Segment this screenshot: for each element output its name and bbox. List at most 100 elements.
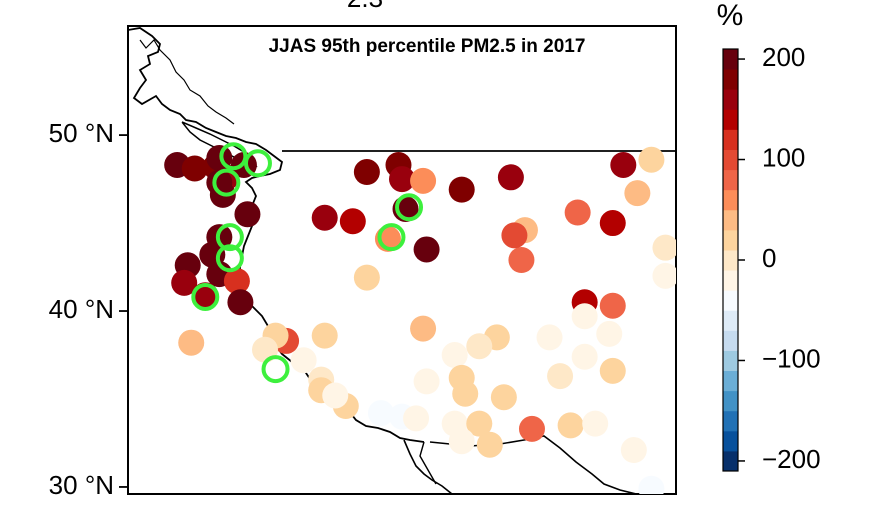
station-marker	[178, 329, 205, 356]
colorbar-ticks: 200 100 0 −100 −200	[738, 42, 821, 474]
station-marker	[311, 204, 338, 231]
colorbar: % 200 100 0 −100 −200	[717, 0, 821, 474]
station-marker	[501, 222, 528, 249]
station-marker	[206, 169, 233, 196]
station-marker	[452, 380, 479, 407]
colorbar-segment	[723, 270, 738, 291]
highlight-ring	[261, 355, 290, 384]
colorbar-segments	[723, 49, 738, 472]
station-marker	[353, 159, 380, 186]
highlight-ring	[212, 168, 241, 197]
station-marker	[638, 146, 665, 173]
station-marker	[620, 437, 647, 464]
colorbar-segment	[723, 49, 738, 70]
y-axis: 50 °N 40 °N 30 °N	[49, 118, 128, 500]
colorbar-segment	[723, 450, 738, 472]
colorbar-unit: %	[717, 0, 744, 32]
station-marker	[367, 400, 394, 427]
colorbar-segment	[723, 209, 738, 231]
highlight-rings	[191, 142, 424, 384]
colorbar-tick-label: −100	[762, 343, 821, 373]
highlight-ring	[243, 149, 272, 178]
y-tick-label: 40 °N	[49, 294, 114, 324]
colorbar-tick-label: −200	[762, 444, 821, 474]
colorbar-segment	[723, 310, 738, 331]
colorbar-segment	[723, 390, 738, 412]
station-marker	[624, 180, 651, 207]
station-marker	[564, 199, 591, 226]
station-marker	[476, 431, 503, 458]
station-marker	[547, 363, 574, 390]
highlight-ring	[191, 282, 220, 311]
station-marker	[410, 315, 437, 342]
station-marker	[322, 382, 349, 409]
station-marker	[599, 292, 626, 319]
station-marker	[557, 412, 584, 439]
colorbar-segment	[723, 189, 738, 211]
station-marker	[508, 247, 535, 273]
station-marker	[490, 384, 517, 411]
station-marker	[466, 333, 493, 360]
colorbar-tick-label: 200	[762, 42, 805, 72]
chart-title: JJAS 95th percentile PM2.5 in 2017	[269, 36, 586, 57]
map-geography	[128, 27, 676, 494]
highlight-ring	[215, 244, 244, 273]
top-cut-text: 2.3	[347, 0, 383, 13]
colorbar-segment	[723, 69, 738, 90]
station-marker	[227, 289, 254, 316]
y-tick-label: 30 °N	[49, 470, 114, 500]
station-marker	[497, 164, 524, 191]
station-marker	[599, 357, 626, 384]
station-marker	[652, 234, 676, 261]
colorbar-tick-label: 0	[762, 243, 776, 273]
colorbar-tick-label: 100	[762, 142, 805, 172]
station-marker	[652, 262, 676, 289]
station-marker	[403, 405, 430, 432]
highlight-ring	[219, 142, 248, 171]
baja-west	[419, 441, 437, 485]
colorbar-segment	[723, 169, 738, 191]
station-marker	[448, 176, 475, 203]
highlight-ring	[377, 223, 406, 252]
colorbar-segment	[723, 430, 738, 452]
map-panel: JJAS 95th percentile PM2.5 in 2017 50 °N…	[49, 25, 677, 500]
station-marker	[518, 415, 545, 442]
y-tick-label: 50 °N	[49, 118, 114, 148]
colorbar-segment	[723, 370, 738, 392]
colorbar-segment	[723, 89, 738, 110]
station-marker	[413, 368, 440, 395]
colorbar-segment	[723, 330, 738, 351]
colorbar-segment	[723, 410, 738, 432]
station-marker	[536, 324, 563, 351]
station-marker	[353, 264, 380, 291]
station-marker	[448, 428, 475, 455]
station-marker	[389, 166, 415, 193]
station-marker	[466, 410, 493, 437]
colorbar-segment	[723, 350, 738, 372]
station-marker	[171, 269, 198, 296]
station-marker	[571, 343, 598, 370]
station-marker	[596, 320, 623, 347]
station-marker	[571, 303, 598, 330]
station-marker	[234, 201, 261, 228]
station-marker	[223, 268, 250, 295]
colorbar-segment	[723, 229, 738, 251]
station-marker	[410, 167, 437, 194]
gulf-of-california	[403, 439, 453, 494]
station-marker	[610, 151, 637, 178]
station-marker	[599, 210, 626, 237]
station-marker	[290, 347, 317, 374]
station-marker	[638, 475, 665, 494]
coast-fjords	[139, 39, 235, 125]
colorbar-segment	[723, 290, 738, 311]
station-markers	[164, 144, 676, 494]
colorbar-segment	[723, 149, 738, 171]
highlight-ring	[395, 193, 424, 222]
station-marker	[339, 208, 366, 235]
station-marker	[413, 236, 440, 263]
colorbar-segment	[723, 129, 738, 150]
station-marker	[582, 410, 609, 437]
station-marker	[441, 342, 468, 369]
station-marker	[181, 155, 208, 182]
